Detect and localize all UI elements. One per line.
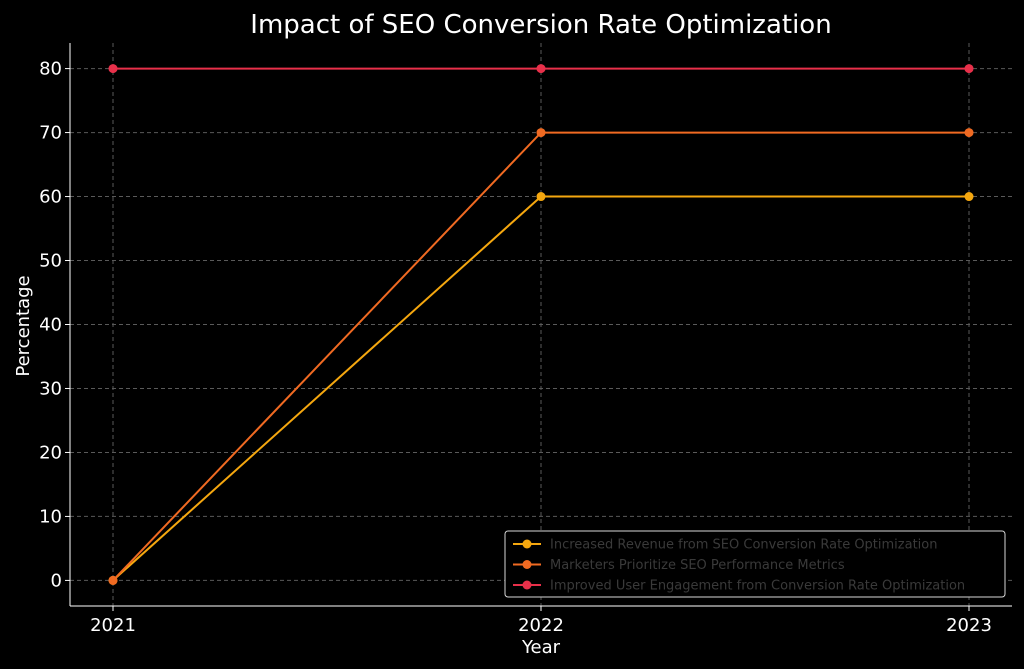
data-point <box>536 192 546 202</box>
data-point <box>108 64 118 74</box>
x-axis-ticks: 2021 2022 2023 <box>90 606 992 636</box>
series-group <box>108 64 974 585</box>
y-tick-label: 50 <box>39 251 62 272</box>
legend-swatch-marker <box>522 539 532 549</box>
x-axis-label: Year <box>521 637 561 658</box>
y-tick-label: 40 <box>39 315 62 336</box>
y-tick-label: 10 <box>39 506 62 527</box>
y-axis-ticks: 0 10 20 30 40 50 60 70 80 <box>39 59 70 591</box>
data-point <box>964 128 974 138</box>
legend-box <box>504 530 1006 598</box>
data-point <box>964 64 974 74</box>
legend-swatch-marker <box>522 560 532 569</box>
y-tick-label: 20 <box>39 442 62 463</box>
y-tick-label: 30 <box>39 378 62 399</box>
y-tick-label: 80 <box>39 59 62 80</box>
data-point <box>108 575 118 585</box>
y-tick-label: 60 <box>39 187 62 208</box>
x-tick-label: 2021 <box>90 615 136 636</box>
data-point <box>536 128 546 138</box>
legend-entry: Marketers Prioritize SEO Performance Met… <box>550 558 845 573</box>
y-tick-label: 70 <box>39 123 62 144</box>
y-axis-label: Percentage <box>13 275 34 376</box>
x-tick-label: 2023 <box>946 615 992 636</box>
data-point <box>964 192 974 202</box>
chart-title: Impact of SEO Conversion Rate Optimizati… <box>250 10 831 40</box>
x-tick-label: 2022 <box>518 615 564 636</box>
legend: Increased Revenue from SEO Conversion Ra… <box>504 530 1006 598</box>
y-tick-label: 0 <box>51 570 62 591</box>
legend-swatch-marker <box>522 580 532 590</box>
data-point <box>536 64 546 74</box>
legend-entry: Increased Revenue from SEO Conversion Ra… <box>550 538 937 553</box>
legend-entry: Improved User Engagement from Conversion… <box>550 579 965 594</box>
